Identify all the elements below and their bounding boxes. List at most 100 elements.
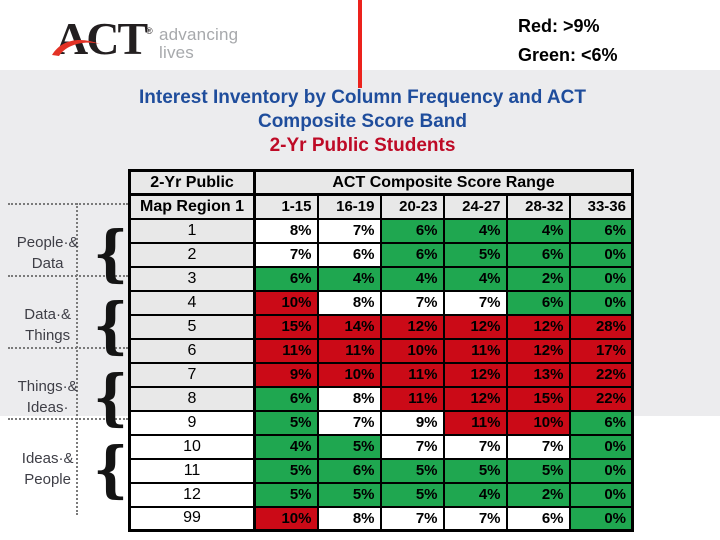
interest-group-label: People·& Data	[16, 234, 79, 272]
score-cell: 5%	[505, 457, 571, 484]
score-cell: 7%	[379, 433, 445, 460]
score-cell: 6%	[253, 385, 319, 412]
score-cell: 6%	[379, 241, 445, 268]
region-cell: 5	[128, 313, 256, 340]
score-cell: 6%	[568, 217, 634, 244]
range-header: 16-19	[316, 193, 382, 220]
color-legend: Red: >9% Green: <6%	[518, 12, 618, 70]
score-cell: 6%	[505, 505, 571, 532]
score-cell: 12%	[442, 313, 508, 340]
score-cell: 6%	[379, 217, 445, 244]
score-cell: 17%	[568, 337, 634, 364]
region-cell: 12	[128, 481, 256, 508]
score-cell: 13%	[505, 361, 571, 388]
brace-icon: {	[93, 217, 128, 289]
score-cell: 4%	[442, 217, 508, 244]
score-cell: 12%	[442, 361, 508, 388]
table-row: 10 4% 5% 7% 7% 7% 0%	[128, 433, 634, 460]
region-cell: 7	[128, 361, 256, 388]
brace-icon: {	[93, 289, 128, 361]
score-cell: 15%	[253, 313, 319, 340]
score-cell: 11%	[379, 361, 445, 388]
score-cell: 0%	[568, 265, 634, 292]
range-header: 20-23	[379, 193, 445, 220]
score-cell: 0%	[568, 241, 634, 268]
region-cell: 9	[128, 409, 256, 436]
score-cell: 11%	[316, 337, 382, 364]
score-cell: 22%	[568, 385, 634, 412]
region-cell: 2	[128, 241, 256, 268]
interest-group-label: Data·& Things	[24, 306, 71, 344]
region-cell: 99	[128, 505, 256, 532]
score-cell: 10%	[379, 337, 445, 364]
header-row-top: 2-Yr Public ACT Composite Score Range	[128, 169, 634, 196]
range-header: 28-32	[505, 193, 571, 220]
score-cell: 14%	[316, 313, 382, 340]
score-range-span-header: ACT Composite Score Range	[253, 169, 634, 196]
score-cell: 7%	[442, 505, 508, 532]
interest-group-label: Things·& Ideas·	[17, 378, 78, 416]
table-row: 11 5% 6% 5% 5% 5% 0%	[128, 457, 634, 484]
region-cell: 8	[128, 385, 256, 412]
table-row: 8 6% 8% 11% 12% 15% 22%	[128, 385, 634, 412]
score-cell: 7%	[379, 505, 445, 532]
score-cell: 4%	[505, 217, 571, 244]
score-cell: 6%	[253, 265, 319, 292]
score-cell: 5%	[316, 433, 382, 460]
score-cell: 9%	[379, 409, 445, 436]
score-cell: 12%	[442, 385, 508, 412]
interest-group: Data·& Things {	[4, 289, 128, 361]
score-cell: 10%	[505, 409, 571, 436]
score-cell: 10%	[316, 361, 382, 388]
score-cell: 4%	[253, 433, 319, 460]
score-cell: 11%	[442, 337, 508, 364]
score-cell: 4%	[316, 265, 382, 292]
score-cell: 5%	[379, 481, 445, 508]
map-region-header: Map Region 1	[128, 193, 256, 220]
score-cell: 5%	[442, 457, 508, 484]
region-cell: 11	[128, 457, 256, 484]
score-cell: 12%	[505, 337, 571, 364]
score-cell: 4%	[442, 481, 508, 508]
interest-group-label: Ideas·& People	[21, 450, 74, 488]
table-row: 6 11% 11% 10% 11% 12% 17%	[128, 337, 634, 364]
score-cell: 10%	[253, 289, 319, 316]
table-row: 4 10% 8% 7% 7% 6% 0%	[128, 289, 634, 316]
score-cell: 6%	[316, 241, 382, 268]
region-cell: 3	[128, 265, 256, 292]
legend-green-rule: Green: <6%	[518, 45, 618, 65]
grid-dotted-line-h	[8, 418, 128, 420]
title-line-1: Interest Inventory by Column Frequency a…	[139, 87, 586, 108]
title-line-3: 2-Yr Public Students	[269, 135, 456, 156]
region-cell: 1	[128, 217, 256, 244]
score-cell: 0%	[568, 433, 634, 460]
table-row: 12 5% 5% 5% 4% 2% 0%	[128, 481, 634, 508]
score-cell: 5%	[253, 409, 319, 436]
score-cell: 2%	[505, 481, 571, 508]
range-header: 33-36	[568, 193, 634, 220]
score-cell: 7%	[442, 289, 508, 316]
grid-dotted-line-v	[76, 203, 78, 515]
act-tagline: advancing lives	[159, 25, 239, 62]
score-table-header: 2-Yr Public ACT Composite Score Range Ma…	[128, 169, 634, 220]
score-cell: 12%	[505, 313, 571, 340]
grid-dotted-line-h	[8, 347, 128, 349]
interest-group: Ideas·& People {	[4, 433, 128, 505]
score-cell: 0%	[568, 505, 634, 532]
brace-icon: {	[93, 433, 128, 505]
score-cell: 6%	[568, 409, 634, 436]
score-cell: 10%	[253, 505, 319, 532]
score-table-body: 1 8% 7% 6% 4% 4% 6% 2 7% 6% 6% 5% 6% 0% 3 6% 4% 4% 4% 2% 0% 4…	[128, 217, 634, 532]
table-row: 2 7% 6% 6% 5% 6% 0%	[128, 241, 634, 268]
score-cell: 12%	[379, 313, 445, 340]
interest-group: Things·& Ideas· {	[4, 361, 128, 433]
score-cell: 7%	[253, 241, 319, 268]
registered-trademark-icon: ®	[146, 26, 153, 36]
table-row: 1 8% 7% 6% 4% 4% 6%	[128, 217, 634, 244]
grid-dotted-line-h	[8, 203, 128, 205]
score-cell: 7%	[316, 409, 382, 436]
score-cell: 5%	[253, 457, 319, 484]
score-cell: 6%	[505, 241, 571, 268]
brace-icon: {	[93, 361, 128, 433]
